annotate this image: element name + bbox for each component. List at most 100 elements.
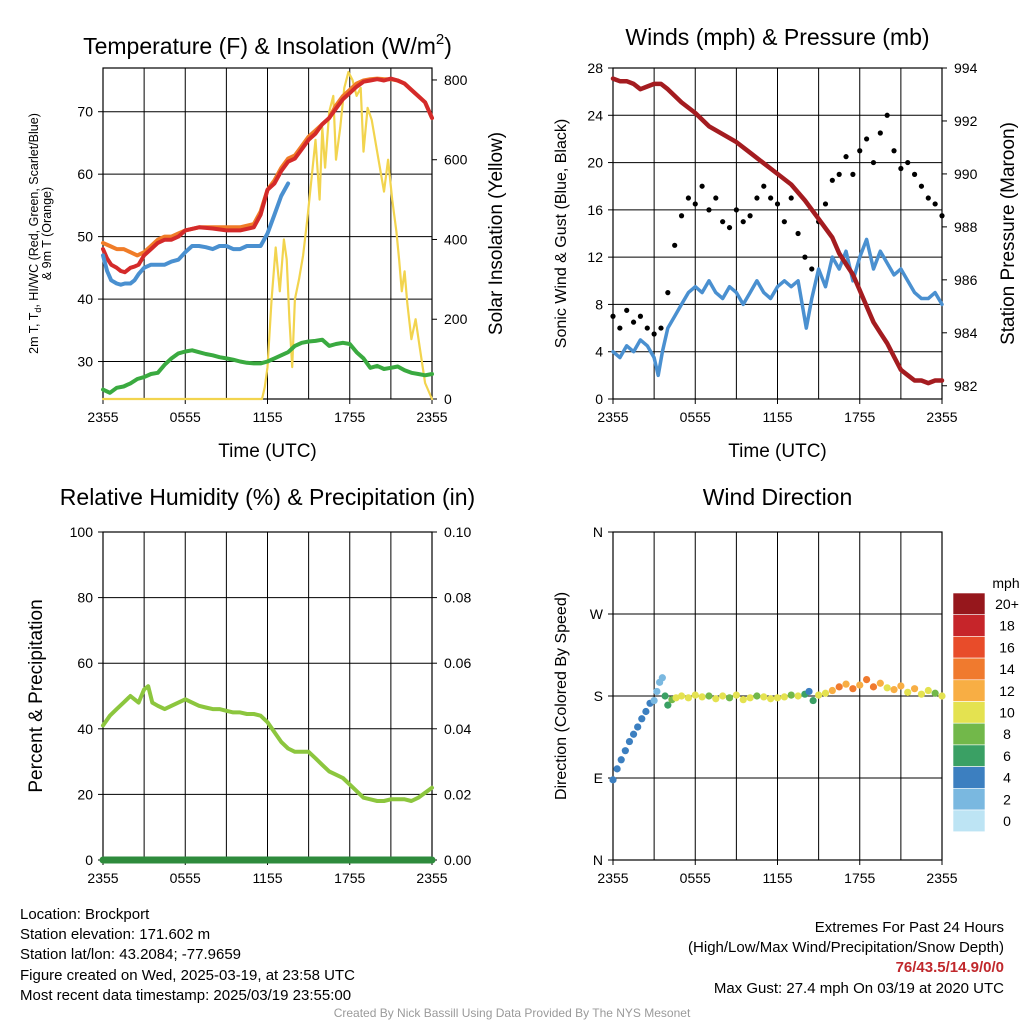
direction-point bbox=[856, 681, 864, 689]
colorbar-title: mph bbox=[992, 575, 1019, 591]
direction-point bbox=[809, 696, 817, 705]
y-label-line: 2m T, Td, HI/WC (Red, Green, Scarlet/Blu… bbox=[27, 113, 43, 354]
y2-tick-label: 988 bbox=[954, 219, 978, 235]
y-axis-label: 2m T, Td, HI/WC (Red, Green, Scarlet/Blu… bbox=[27, 113, 54, 354]
y2-axis-label: Station Pressure (Maroon) bbox=[998, 122, 1019, 345]
colorbar-swatch bbox=[952, 636, 986, 659]
chart-title: Relative Humidity (%) & Precipitation (i… bbox=[60, 484, 475, 510]
y-tick-label: 0 bbox=[595, 391, 603, 407]
direction-point bbox=[890, 686, 898, 694]
gust-point bbox=[617, 325, 623, 331]
gust-point bbox=[877, 130, 883, 136]
direction-point bbox=[642, 707, 650, 716]
y2-tick-label: 990 bbox=[954, 166, 978, 182]
colorbar-label: 4 bbox=[1003, 770, 1011, 786]
direction-point bbox=[842, 680, 850, 688]
y-tick-label: 4 bbox=[595, 344, 603, 360]
latlon-text: Station lat/lon: 43.2084; -77.9659 bbox=[20, 946, 242, 964]
gust-point bbox=[911, 171, 918, 177]
gust-point bbox=[644, 325, 650, 331]
x-tick-label: 0555 bbox=[680, 870, 711, 886]
panel-temperature: 2355 0555 1155 1755 2355 30 40 50 60 70 0 200 400 600… bbox=[27, 31, 507, 462]
colorbar-label: 6 bbox=[1003, 748, 1011, 764]
speed-colorbar: mph 20+ 18 16 14 12 10 8 6 4 2 0 bbox=[952, 575, 1020, 833]
colorbar-label: 10 bbox=[999, 705, 1015, 721]
colorbar-swatch bbox=[952, 766, 986, 789]
gust-point bbox=[925, 195, 931, 201]
y-tick-label: S bbox=[594, 688, 603, 704]
y-tick-label: 60 bbox=[77, 655, 93, 671]
gust-point bbox=[713, 195, 719, 201]
x-tick-label: 1755 bbox=[844, 409, 875, 425]
gust-point bbox=[610, 313, 616, 319]
direction-point bbox=[613, 765, 621, 773]
direction-point bbox=[629, 730, 638, 738]
x-tick-label: 2355 bbox=[87, 870, 118, 886]
gust-point bbox=[665, 290, 671, 296]
direction-point bbox=[780, 693, 788, 701]
direction-point bbox=[767, 695, 775, 703]
x-axis-label: Time (UTC) bbox=[218, 441, 317, 462]
colorbar-label: 20+ bbox=[995, 596, 1019, 612]
extremes-subheading: (High/Low/Max Wind/Precipitation/Snow De… bbox=[688, 939, 1004, 957]
direction-point bbox=[869, 683, 878, 691]
direction-point bbox=[712, 695, 720, 703]
x-tick-label: 1155 bbox=[762, 870, 792, 886]
gust-point bbox=[802, 254, 808, 260]
gust-point bbox=[884, 112, 890, 118]
direction-point bbox=[653, 687, 661, 696]
y-tick-label: W bbox=[590, 606, 604, 622]
panel-humidity: 2355 0555 1155 1755 2355 0 20 40 60 80 100 0.00 0.02… bbox=[26, 484, 475, 886]
title-superscript: 2 bbox=[436, 31, 444, 48]
colorbar-label: 8 bbox=[1003, 726, 1011, 742]
colorbar-swatch bbox=[952, 722, 986, 746]
x-tick-label: 2355 bbox=[597, 409, 628, 425]
x-tick-label: 0555 bbox=[170, 409, 201, 425]
location-text: Location: Brockport bbox=[20, 906, 150, 923]
y-axis-label: Direction (Colored By Speed) bbox=[553, 592, 570, 800]
direction-point bbox=[876, 679, 884, 687]
direction-point bbox=[732, 691, 740, 699]
y-tick-label: 80 bbox=[77, 590, 93, 606]
y-tick-label: E bbox=[594, 770, 603, 786]
gust-point bbox=[774, 201, 781, 207]
colorbar-swatch bbox=[952, 679, 986, 702]
gust-point bbox=[891, 148, 897, 154]
y2-tick-label: 0 bbox=[444, 391, 452, 407]
colorbar-swatch bbox=[952, 657, 986, 681]
panel-winds: 2355 0555 1155 1755 2355 0 4 8 12 16 20 24 28 982 984 9… bbox=[553, 24, 1019, 462]
gust-point bbox=[829, 177, 835, 183]
y2-tick-label: 200 bbox=[444, 311, 468, 327]
direction-point bbox=[897, 682, 905, 690]
gust-point bbox=[795, 230, 801, 237]
gust-point bbox=[651, 331, 657, 337]
x-tick-label: 1755 bbox=[844, 870, 875, 886]
series-station-pressure bbox=[610, 76, 945, 386]
x-tick-label: 2355 bbox=[597, 870, 628, 886]
y2-tick-label: 800 bbox=[444, 72, 468, 88]
y2-tick-label: 0.08 bbox=[444, 590, 471, 606]
title-main: Temperature (F) & Insolation (W/m bbox=[83, 33, 436, 59]
direction-point bbox=[621, 747, 629, 755]
gust-point bbox=[768, 195, 774, 201]
y2-tick-label: 994 bbox=[954, 60, 978, 76]
x-tick-label: 2355 bbox=[87, 409, 118, 425]
gust-point bbox=[658, 325, 664, 331]
y2-tick-label: 400 bbox=[444, 231, 468, 247]
title-end: ) bbox=[444, 33, 452, 59]
y2-tick-label: 984 bbox=[954, 325, 978, 341]
y2-tick-label: 0.04 bbox=[444, 721, 471, 737]
gust-point bbox=[864, 136, 870, 142]
y2-tick-label: 986 bbox=[954, 272, 978, 288]
max-gust-text: Max Gust: 27.4 mph On 03/19 at 2020 UTC bbox=[713, 979, 1004, 997]
direction-point bbox=[917, 690, 926, 698]
gust-point bbox=[733, 207, 739, 213]
y2-tick-label: 0.06 bbox=[444, 655, 471, 671]
colorbar-swatch bbox=[952, 787, 986, 811]
gust-point bbox=[692, 201, 698, 207]
plot-frame bbox=[102, 67, 433, 400]
chart-title: Temperature (F) & Insolation (W/m2) bbox=[83, 31, 452, 59]
colorbar-swatch bbox=[952, 744, 986, 767]
colorbar-label: 14 bbox=[999, 661, 1015, 677]
gust-point bbox=[781, 219, 787, 225]
